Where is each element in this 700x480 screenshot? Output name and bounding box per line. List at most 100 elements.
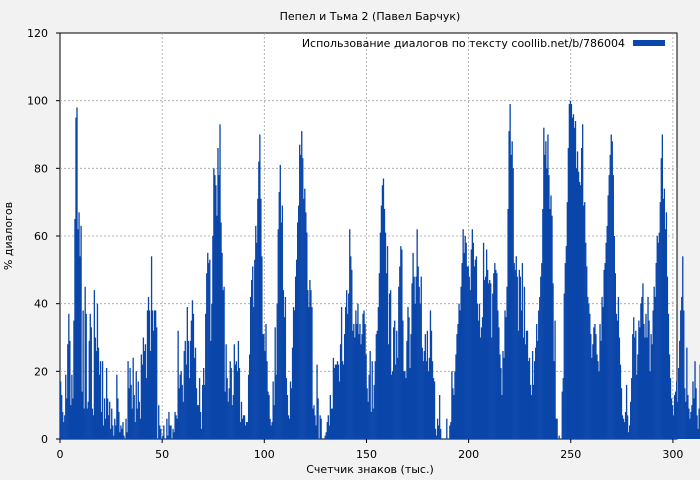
series-bar bbox=[516, 276, 518, 439]
series-bar bbox=[632, 334, 634, 439]
series-bar bbox=[343, 334, 346, 439]
series-bar bbox=[549, 208, 551, 439]
series-bar bbox=[192, 313, 195, 439]
series-bar bbox=[122, 422, 124, 439]
series-bar bbox=[79, 256, 81, 439]
series-bar bbox=[280, 222, 282, 439]
series-bar bbox=[223, 286, 225, 439]
series-bar bbox=[83, 408, 85, 439]
series-bar bbox=[475, 256, 478, 439]
series-bar bbox=[586, 266, 588, 439]
series-bar bbox=[594, 323, 596, 439]
series-bar bbox=[556, 418, 558, 439]
series-bar bbox=[513, 263, 515, 439]
series-bar bbox=[204, 384, 206, 439]
series-bar bbox=[694, 361, 696, 439]
series-bar bbox=[465, 242, 467, 439]
series-bar bbox=[530, 395, 533, 439]
series-bar bbox=[60, 381, 62, 439]
series-bar bbox=[668, 354, 671, 439]
series-bar bbox=[262, 334, 264, 439]
series-bar bbox=[96, 303, 99, 439]
series-bar bbox=[431, 361, 434, 439]
series-bar bbox=[93, 290, 96, 439]
series-bar bbox=[380, 205, 383, 439]
series-bar bbox=[523, 286, 526, 439]
series-bar bbox=[585, 242, 587, 439]
series-bar bbox=[501, 395, 503, 439]
series-bar bbox=[205, 313, 207, 439]
series-bar bbox=[234, 364, 237, 439]
series-bar bbox=[466, 266, 468, 439]
series-bar bbox=[693, 398, 695, 439]
series-bar bbox=[73, 320, 75, 439]
series-bar bbox=[394, 320, 396, 439]
series-bar bbox=[158, 405, 160, 439]
series-bar bbox=[468, 276, 470, 439]
series-bar bbox=[589, 313, 591, 439]
series-bar bbox=[477, 320, 480, 439]
series-bar bbox=[201, 384, 204, 439]
series-bar bbox=[587, 296, 589, 439]
series-bar bbox=[67, 344, 69, 439]
y-axis-label: % диалогов bbox=[2, 202, 15, 270]
legend-label: Использование диалогов по тексту coollib… bbox=[302, 37, 625, 50]
series-bar bbox=[159, 425, 161, 439]
series-bar bbox=[485, 249, 488, 439]
series-bar bbox=[119, 432, 121, 439]
series-bar bbox=[152, 330, 155, 439]
series-bar bbox=[518, 269, 520, 439]
series-bar bbox=[574, 120, 577, 439]
series-bar bbox=[242, 415, 245, 439]
series-bar bbox=[654, 296, 656, 439]
series-bar bbox=[235, 361, 238, 439]
series-bar bbox=[225, 344, 227, 439]
series-bar bbox=[395, 364, 397, 439]
series-bar bbox=[385, 273, 388, 439]
series-bar bbox=[104, 418, 107, 439]
series-bar bbox=[602, 307, 604, 439]
series-bar bbox=[228, 388, 230, 439]
series-bar bbox=[614, 273, 617, 439]
series-bar bbox=[99, 361, 102, 439]
series-bar bbox=[272, 381, 274, 439]
series-bar bbox=[432, 378, 435, 439]
series-bar bbox=[137, 381, 139, 439]
series-bar bbox=[552, 283, 554, 439]
series-bar bbox=[303, 198, 305, 439]
series-bar bbox=[388, 293, 391, 439]
series-bar bbox=[387, 344, 390, 439]
series-bar bbox=[546, 168, 548, 440]
series-bar bbox=[351, 269, 353, 439]
series-bar bbox=[566, 202, 568, 439]
series-bar bbox=[508, 131, 510, 439]
series-bar bbox=[194, 347, 197, 439]
series-bar bbox=[386, 246, 389, 439]
series-bar bbox=[156, 327, 158, 439]
series-bar bbox=[332, 357, 335, 439]
series-bar bbox=[412, 252, 414, 439]
series-bar bbox=[682, 256, 684, 439]
series-bar bbox=[630, 401, 632, 439]
series-bar bbox=[94, 337, 97, 439]
series-bar bbox=[174, 411, 176, 439]
series-bar bbox=[474, 259, 477, 439]
series-bar bbox=[367, 401, 369, 439]
series-bar bbox=[657, 242, 659, 439]
series-bar bbox=[66, 398, 68, 439]
series-bar bbox=[565, 246, 567, 439]
series-bar bbox=[359, 323, 361, 439]
series-bar bbox=[341, 361, 344, 439]
series-bar bbox=[145, 378, 148, 439]
series-bar bbox=[627, 432, 630, 439]
series-bar bbox=[397, 357, 399, 439]
series-bar bbox=[211, 303, 213, 439]
series-bar bbox=[500, 367, 502, 439]
series-bar bbox=[84, 286, 86, 439]
series-bar bbox=[406, 340, 408, 439]
series-bar bbox=[504, 310, 506, 439]
series-bar bbox=[160, 428, 162, 439]
series-bar bbox=[661, 134, 663, 439]
series-bar bbox=[653, 286, 655, 439]
series-bar bbox=[606, 225, 608, 439]
